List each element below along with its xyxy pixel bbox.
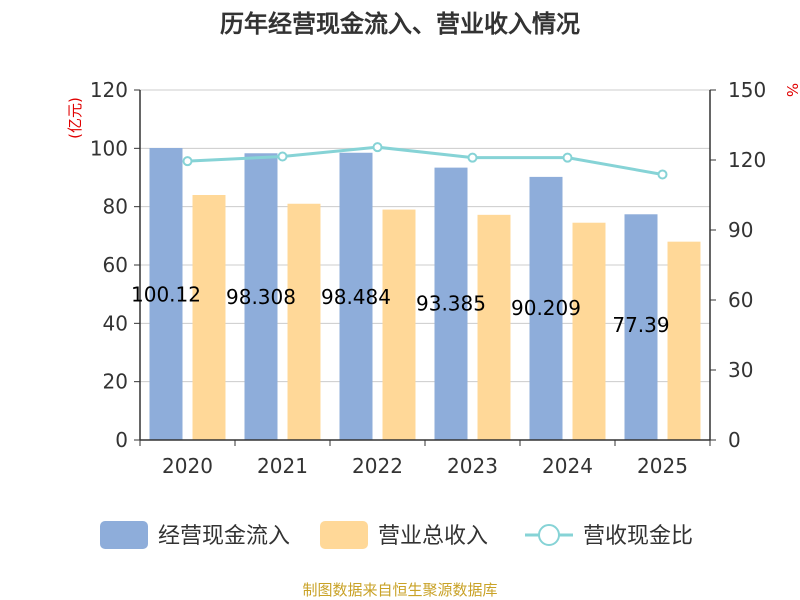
- bar-0: [624, 214, 658, 440]
- bar-1: [572, 222, 606, 440]
- left-tick-label: 80: [103, 195, 128, 219]
- ratio-point: [182, 156, 193, 167]
- bar-data-label: 98.484: [321, 285, 391, 309]
- left-tick-label: 20: [103, 370, 128, 394]
- grid-lines: [140, 89, 710, 383]
- ratio-line-series: [182, 142, 668, 180]
- left-tick-label: 120: [90, 78, 128, 102]
- ratio-point: [467, 152, 478, 163]
- legend: 经营现金流入 营业总收入 营收现金比: [100, 521, 693, 549]
- x-tick-label: 2020: [162, 454, 213, 478]
- bar-0: [339, 152, 373, 440]
- ratio-point: [657, 169, 668, 180]
- bar-series: [149, 147, 701, 441]
- bar-0: [529, 176, 563, 440]
- axes: 0 20 40 60 80 100 120 0 30 60 90 120 150 2020 2021 2022…: [90, 78, 766, 478]
- right-axis-unit: %: [783, 83, 800, 97]
- chart-title: 历年经营现金流入、营业收入情况: [220, 10, 580, 38]
- legend-swatch-marker: [538, 524, 560, 546]
- right-tick-label: 120: [728, 148, 766, 172]
- bar-1: [477, 214, 511, 440]
- x-tick-label: 2025: [637, 454, 688, 478]
- legend-swatch: [320, 521, 368, 549]
- legend-swatch: [100, 521, 148, 549]
- left-tick-label: 0: [115, 428, 128, 452]
- ratio-line: [187, 145, 663, 176]
- bar-1: [192, 195, 226, 440]
- legend-label: 营业总收入: [378, 524, 488, 549]
- x-tick-label: 2022: [352, 454, 403, 478]
- left-axis-unit: (亿元): [66, 97, 84, 139]
- left-tick-label: 60: [103, 253, 128, 277]
- right-tick-label: 90: [728, 218, 753, 242]
- x-tick-label: 2023: [447, 454, 498, 478]
- legend-label: 营收现金比: [583, 524, 693, 549]
- bar-data-label: 100.12: [131, 283, 201, 307]
- bar-1: [382, 209, 416, 440]
- ratio-point: [372, 142, 383, 153]
- right-tick-label: 30: [728, 358, 753, 382]
- bar-0: [149, 147, 183, 440]
- ratio-point: [562, 152, 573, 163]
- bar-0: [244, 153, 278, 441]
- right-tick-label: 0: [728, 428, 741, 452]
- data-labels: 100.12 98.308 98.484 93.385 90.209 77.39: [131, 283, 670, 337]
- bar-data-label: 93.385: [416, 292, 486, 316]
- footer-source: 制图数据来自恒生聚源数据库: [302, 581, 497, 599]
- bar-data-label: 98.308: [226, 285, 296, 309]
- x-tick-label: 2021: [257, 454, 308, 478]
- ratio-point: [277, 151, 288, 162]
- x-tick-label: 2024: [542, 454, 593, 478]
- bar-1: [287, 203, 321, 440]
- left-tick-label: 40: [103, 311, 128, 335]
- legend-label: 经营现金流入: [158, 524, 290, 549]
- bar-0: [434, 167, 468, 441]
- right-tick-label: 150: [728, 78, 766, 102]
- bar-data-label: 90.209: [511, 296, 581, 320]
- bar-1: [667, 241, 701, 440]
- bar-data-label: 77.39: [612, 313, 669, 337]
- left-tick-label: 100: [90, 136, 128, 160]
- right-tick-label: 60: [728, 288, 753, 312]
